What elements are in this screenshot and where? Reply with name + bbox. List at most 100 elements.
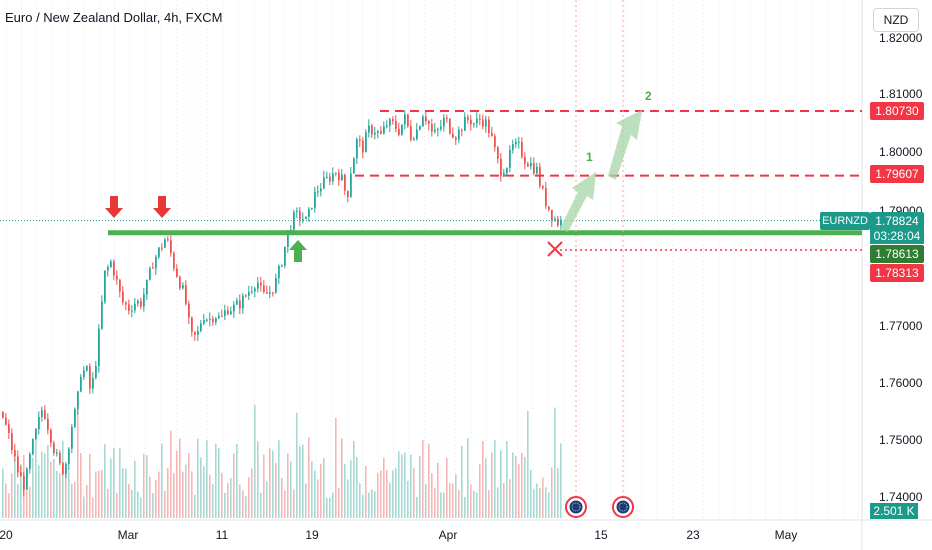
candle: [485, 119, 487, 127]
volume-bar: [539, 487, 541, 518]
volume-bar: [203, 466, 205, 518]
candle: [518, 141, 520, 143]
candle: [296, 211, 298, 213]
candle: [179, 276, 181, 289]
volume-bar: [344, 463, 346, 518]
candle: [557, 218, 559, 226]
candle: [59, 452, 61, 464]
candle: [551, 209, 553, 221]
volume-bar: [536, 483, 538, 518]
volume-bar: [545, 487, 547, 518]
candle: [287, 230, 289, 247]
volume-bar: [11, 473, 13, 518]
price-label: 1.82000: [879, 31, 923, 45]
candle: [89, 366, 91, 389]
volume-bar: [44, 453, 46, 518]
volume-bar: [443, 492, 445, 518]
candle: [149, 267, 151, 280]
volume-bar: [266, 481, 268, 518]
volume-bar: [560, 443, 562, 518]
volume-bar: [473, 490, 475, 518]
volume-bar: [38, 465, 40, 518]
volume-bar: [281, 477, 283, 518]
volume-bar: [227, 482, 229, 518]
volume-bar: [32, 457, 34, 518]
volume-bar: [467, 438, 469, 518]
candle: [521, 141, 523, 157]
candle: [71, 426, 73, 449]
candle: [398, 128, 400, 135]
volume-bar: [254, 404, 256, 518]
volume-bar: [356, 457, 358, 518]
candle: [500, 158, 502, 177]
candle: [458, 129, 460, 140]
candle: [512, 144, 514, 150]
volume-bar: [359, 483, 361, 518]
volume-bar: [179, 438, 181, 518]
candle: [473, 123, 475, 125]
volume-bar: [116, 493, 118, 518]
volume-bar: [149, 476, 151, 518]
candle: [206, 319, 208, 321]
candle: [494, 136, 496, 148]
candle: [302, 219, 304, 221]
volume-bar: [209, 474, 211, 518]
candle: [266, 292, 268, 294]
volume-bar: [431, 473, 433, 518]
volume-bar: [275, 462, 277, 518]
candle: [548, 206, 550, 210]
volume-bar: [173, 473, 175, 518]
volume-bar: [98, 470, 100, 518]
candle: [215, 318, 217, 323]
candle: [470, 119, 472, 125]
candle: [170, 240, 172, 254]
candle: [230, 311, 232, 315]
volume-bar: [479, 464, 481, 518]
candle: [167, 239, 169, 241]
candle: [11, 433, 13, 451]
volume-bar: [353, 441, 355, 518]
candle: [56, 452, 58, 454]
candle: [365, 132, 367, 153]
volume-bar: [104, 444, 106, 518]
volume-bar: [65, 468, 67, 518]
volume-bar: [56, 470, 58, 518]
volume-bar: [125, 468, 127, 518]
candle: [191, 317, 193, 332]
candle: [407, 114, 409, 127]
volume-bar: [530, 469, 532, 518]
volume-bar: [389, 482, 391, 518]
volume-bar: [494, 439, 496, 518]
symbol-tag: EURNZD: [820, 212, 870, 230]
volume-tag: 2.501 K: [870, 503, 918, 519]
volume-bar: [80, 453, 82, 518]
currency-button[interactable]: NZD: [873, 8, 919, 32]
volume-bar: [407, 480, 409, 518]
candle: [449, 118, 451, 134]
candle: [380, 131, 382, 134]
candle: [131, 310, 133, 312]
volume-bar: [329, 497, 331, 518]
volume-bar: [128, 484, 130, 518]
volume-bar: [272, 450, 274, 518]
volume-bar: [110, 458, 112, 518]
volume-bar: [398, 451, 400, 518]
volume-bar: [512, 452, 514, 518]
candle: [134, 303, 136, 311]
economic-event-icon: [618, 502, 628, 512]
candle: [218, 315, 220, 319]
volume-bar: [134, 460, 136, 518]
volume-bar: [212, 484, 214, 518]
candle: [395, 120, 397, 129]
candle: [137, 300, 139, 304]
volume-bar: [233, 453, 235, 518]
candle: [416, 129, 418, 139]
volume-bar: [248, 477, 250, 518]
candle: [338, 172, 340, 181]
target1-annotation: 1: [586, 150, 593, 164]
volume-bar: [224, 492, 226, 518]
candle: [455, 137, 457, 140]
candle: [152, 267, 154, 269]
